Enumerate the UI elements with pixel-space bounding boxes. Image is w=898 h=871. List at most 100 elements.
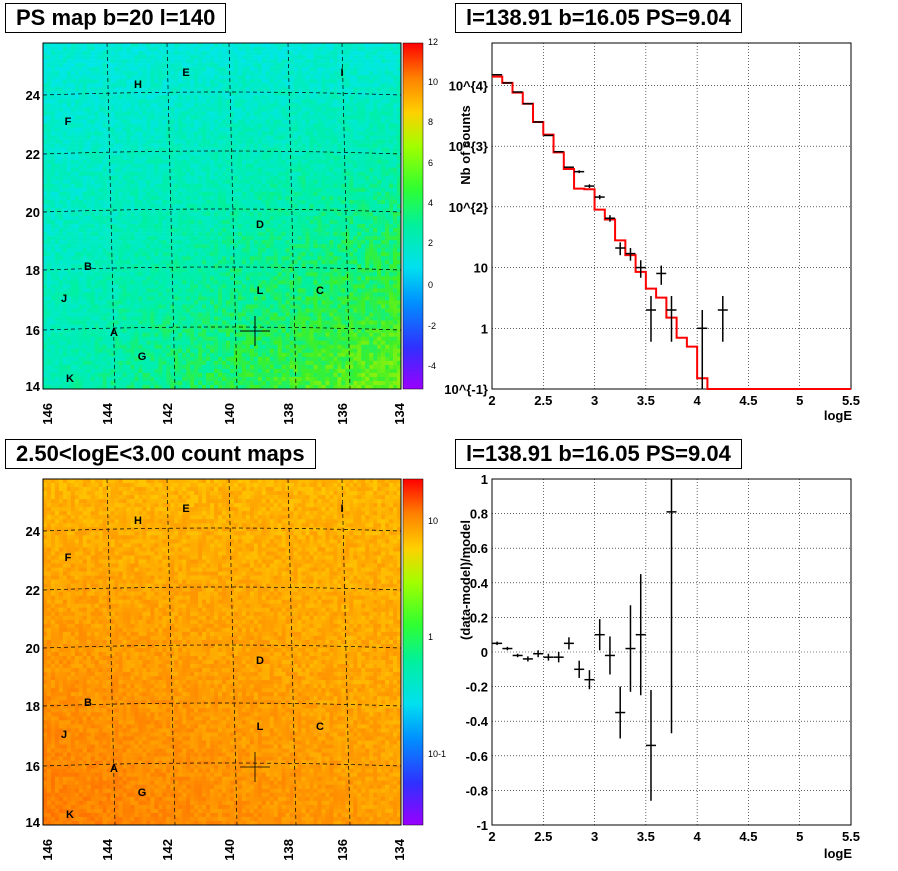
map-cell — [229, 103, 235, 108]
map-cell — [233, 195, 239, 201]
map-cell — [54, 207, 60, 213]
map-cell — [146, 236, 151, 241]
map-cell — [142, 155, 147, 160]
map-cell — [389, 167, 394, 173]
map-cell — [158, 171, 163, 177]
map-cell — [285, 143, 290, 148]
map-cell — [94, 43, 99, 48]
map-cell — [349, 155, 354, 160]
map-cell — [110, 216, 115, 221]
map-cell — [313, 47, 318, 52]
map-cell — [337, 191, 342, 197]
map-cell — [114, 127, 119, 132]
map-cell — [162, 83, 167, 88]
map-cell — [249, 260, 255, 265]
map-cell — [389, 71, 394, 76]
map-cell — [333, 71, 338, 76]
map-cell — [317, 91, 322, 96]
map-cell — [373, 256, 378, 261]
map-cell — [150, 87, 155, 92]
map-cell — [305, 252, 310, 257]
map-cell — [225, 135, 231, 140]
map-cell — [178, 155, 183, 160]
map-cell — [393, 111, 398, 116]
map-cell — [66, 183, 72, 189]
map-cell — [54, 119, 60, 124]
map-cell — [74, 191, 80, 197]
map-cell — [122, 67, 127, 72]
map-cell — [202, 115, 207, 120]
map-cell — [377, 111, 382, 116]
map-cell — [110, 119, 115, 124]
map-cell — [142, 264, 147, 269]
map-cell — [166, 131, 171, 136]
map-cell — [62, 47, 68, 52]
map-cell — [214, 232, 219, 237]
map-cell — [341, 203, 346, 209]
map-cell — [78, 195, 84, 201]
map-cell — [130, 195, 135, 201]
map-cell — [54, 260, 60, 265]
map-cell — [90, 159, 96, 164]
map-cell — [154, 203, 159, 209]
map-cell — [369, 244, 374, 249]
map-cell — [162, 207, 167, 213]
map-cell — [146, 151, 151, 156]
map-cell — [74, 260, 80, 265]
map-cell — [381, 115, 386, 120]
map-cell — [154, 151, 159, 156]
map-cell — [218, 79, 223, 84]
map-cell — [122, 216, 127, 221]
map-cell — [118, 240, 123, 245]
map-cell — [281, 75, 286, 80]
map-cell — [218, 159, 223, 164]
map-cell — [43, 135, 48, 140]
map-cell — [46, 159, 52, 164]
map-cell — [174, 87, 179, 92]
map-cell — [82, 159, 88, 164]
map-cell — [381, 171, 386, 177]
map-cell — [94, 95, 99, 100]
map-cell — [377, 123, 382, 128]
map-cell — [114, 99, 119, 104]
map-cell — [377, 43, 382, 48]
map-cell — [389, 244, 394, 249]
map-cell — [150, 163, 155, 169]
map-cell — [277, 59, 282, 64]
map-cell — [341, 191, 346, 197]
map-cell — [341, 211, 346, 217]
map-cell — [102, 55, 107, 60]
map-cell — [142, 43, 147, 48]
map-cell — [245, 43, 251, 48]
map-cell — [86, 159, 92, 164]
map-cell — [325, 244, 330, 249]
map-cell — [158, 211, 163, 217]
map-cell — [126, 236, 131, 241]
map-cell — [162, 203, 167, 209]
map-cell — [353, 224, 358, 229]
map-cell — [130, 155, 135, 160]
map-cell — [118, 127, 123, 132]
map-cell — [122, 59, 127, 64]
map-cell — [82, 207, 88, 213]
map-cell — [114, 131, 119, 136]
map-cell — [130, 211, 135, 217]
map-cell — [86, 115, 92, 120]
map-cell — [74, 99, 80, 104]
map-cell — [146, 252, 151, 257]
map-cell — [86, 228, 92, 233]
map-cell — [361, 248, 366, 253]
map-cell — [214, 139, 219, 144]
map-cell — [373, 55, 378, 60]
map-cell — [277, 99, 282, 104]
map-cell — [182, 95, 187, 100]
map-cell — [349, 107, 354, 112]
map-cell — [110, 228, 115, 233]
map-cell — [293, 47, 298, 52]
map-cell — [361, 139, 366, 144]
map-cell — [174, 115, 179, 120]
map-cell — [285, 67, 290, 72]
map-cell — [357, 63, 362, 68]
map-cell — [293, 211, 298, 217]
map-cell — [325, 248, 330, 253]
